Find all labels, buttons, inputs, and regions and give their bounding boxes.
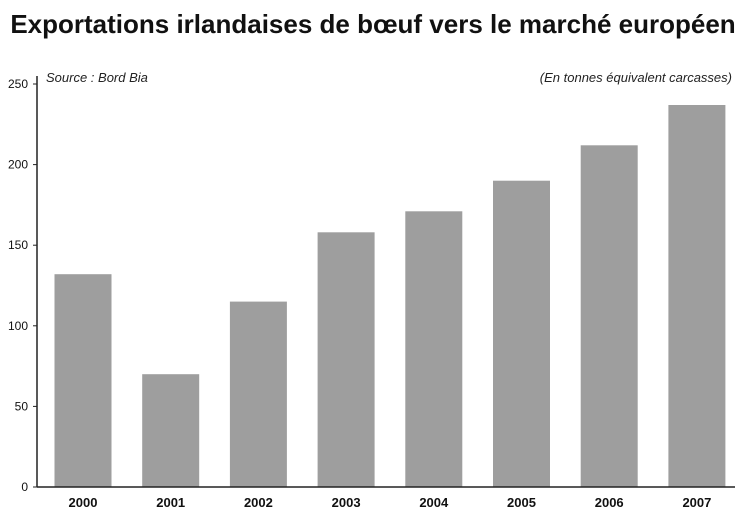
x-tick-label-2002: 2002: [244, 495, 273, 510]
y-tick-label-200: 200: [8, 158, 28, 172]
bar-2005: [493, 180, 550, 487]
x-tick-label-2001: 2001: [156, 495, 185, 510]
y-tick-label-100: 100: [8, 319, 28, 333]
bars-group: [54, 105, 726, 488]
chart-title: Exportations irlandaises de bœuf vers le…: [10, 9, 735, 39]
x-tick-label-2003: 2003: [332, 495, 361, 510]
bar-2004: [405, 211, 463, 488]
x-tick-label-2000: 2000: [69, 495, 98, 510]
y-tick-label-250: 250: [8, 77, 28, 91]
bar-2007: [668, 105, 726, 487]
bar-2003: [317, 232, 375, 487]
x-tick-label-2007: 2007: [682, 495, 711, 510]
y-tick-label-150: 150: [8, 238, 28, 252]
x-tick-label-2005: 2005: [507, 495, 536, 510]
x-axis-labels: 2000 2001 2002 2003 2004 2005 2006 2007: [69, 495, 712, 510]
y-tick-label-50: 50: [15, 399, 29, 413]
bar-2006: [580, 145, 638, 488]
unit-note: (En tonnes équivalent carcasses): [540, 70, 732, 85]
bar-2001: [142, 374, 200, 487]
bar-2000: [54, 274, 112, 487]
bar-2002: [229, 301, 287, 487]
source-note: Source : Bord Bia: [46, 70, 148, 85]
y-axis-ticks: 0 50 100 150 200 250: [8, 77, 37, 494]
x-tick-label-2006: 2006: [595, 495, 624, 510]
y-tick-label-0: 0: [21, 480, 28, 494]
x-tick-label-2004: 2004: [419, 495, 449, 510]
